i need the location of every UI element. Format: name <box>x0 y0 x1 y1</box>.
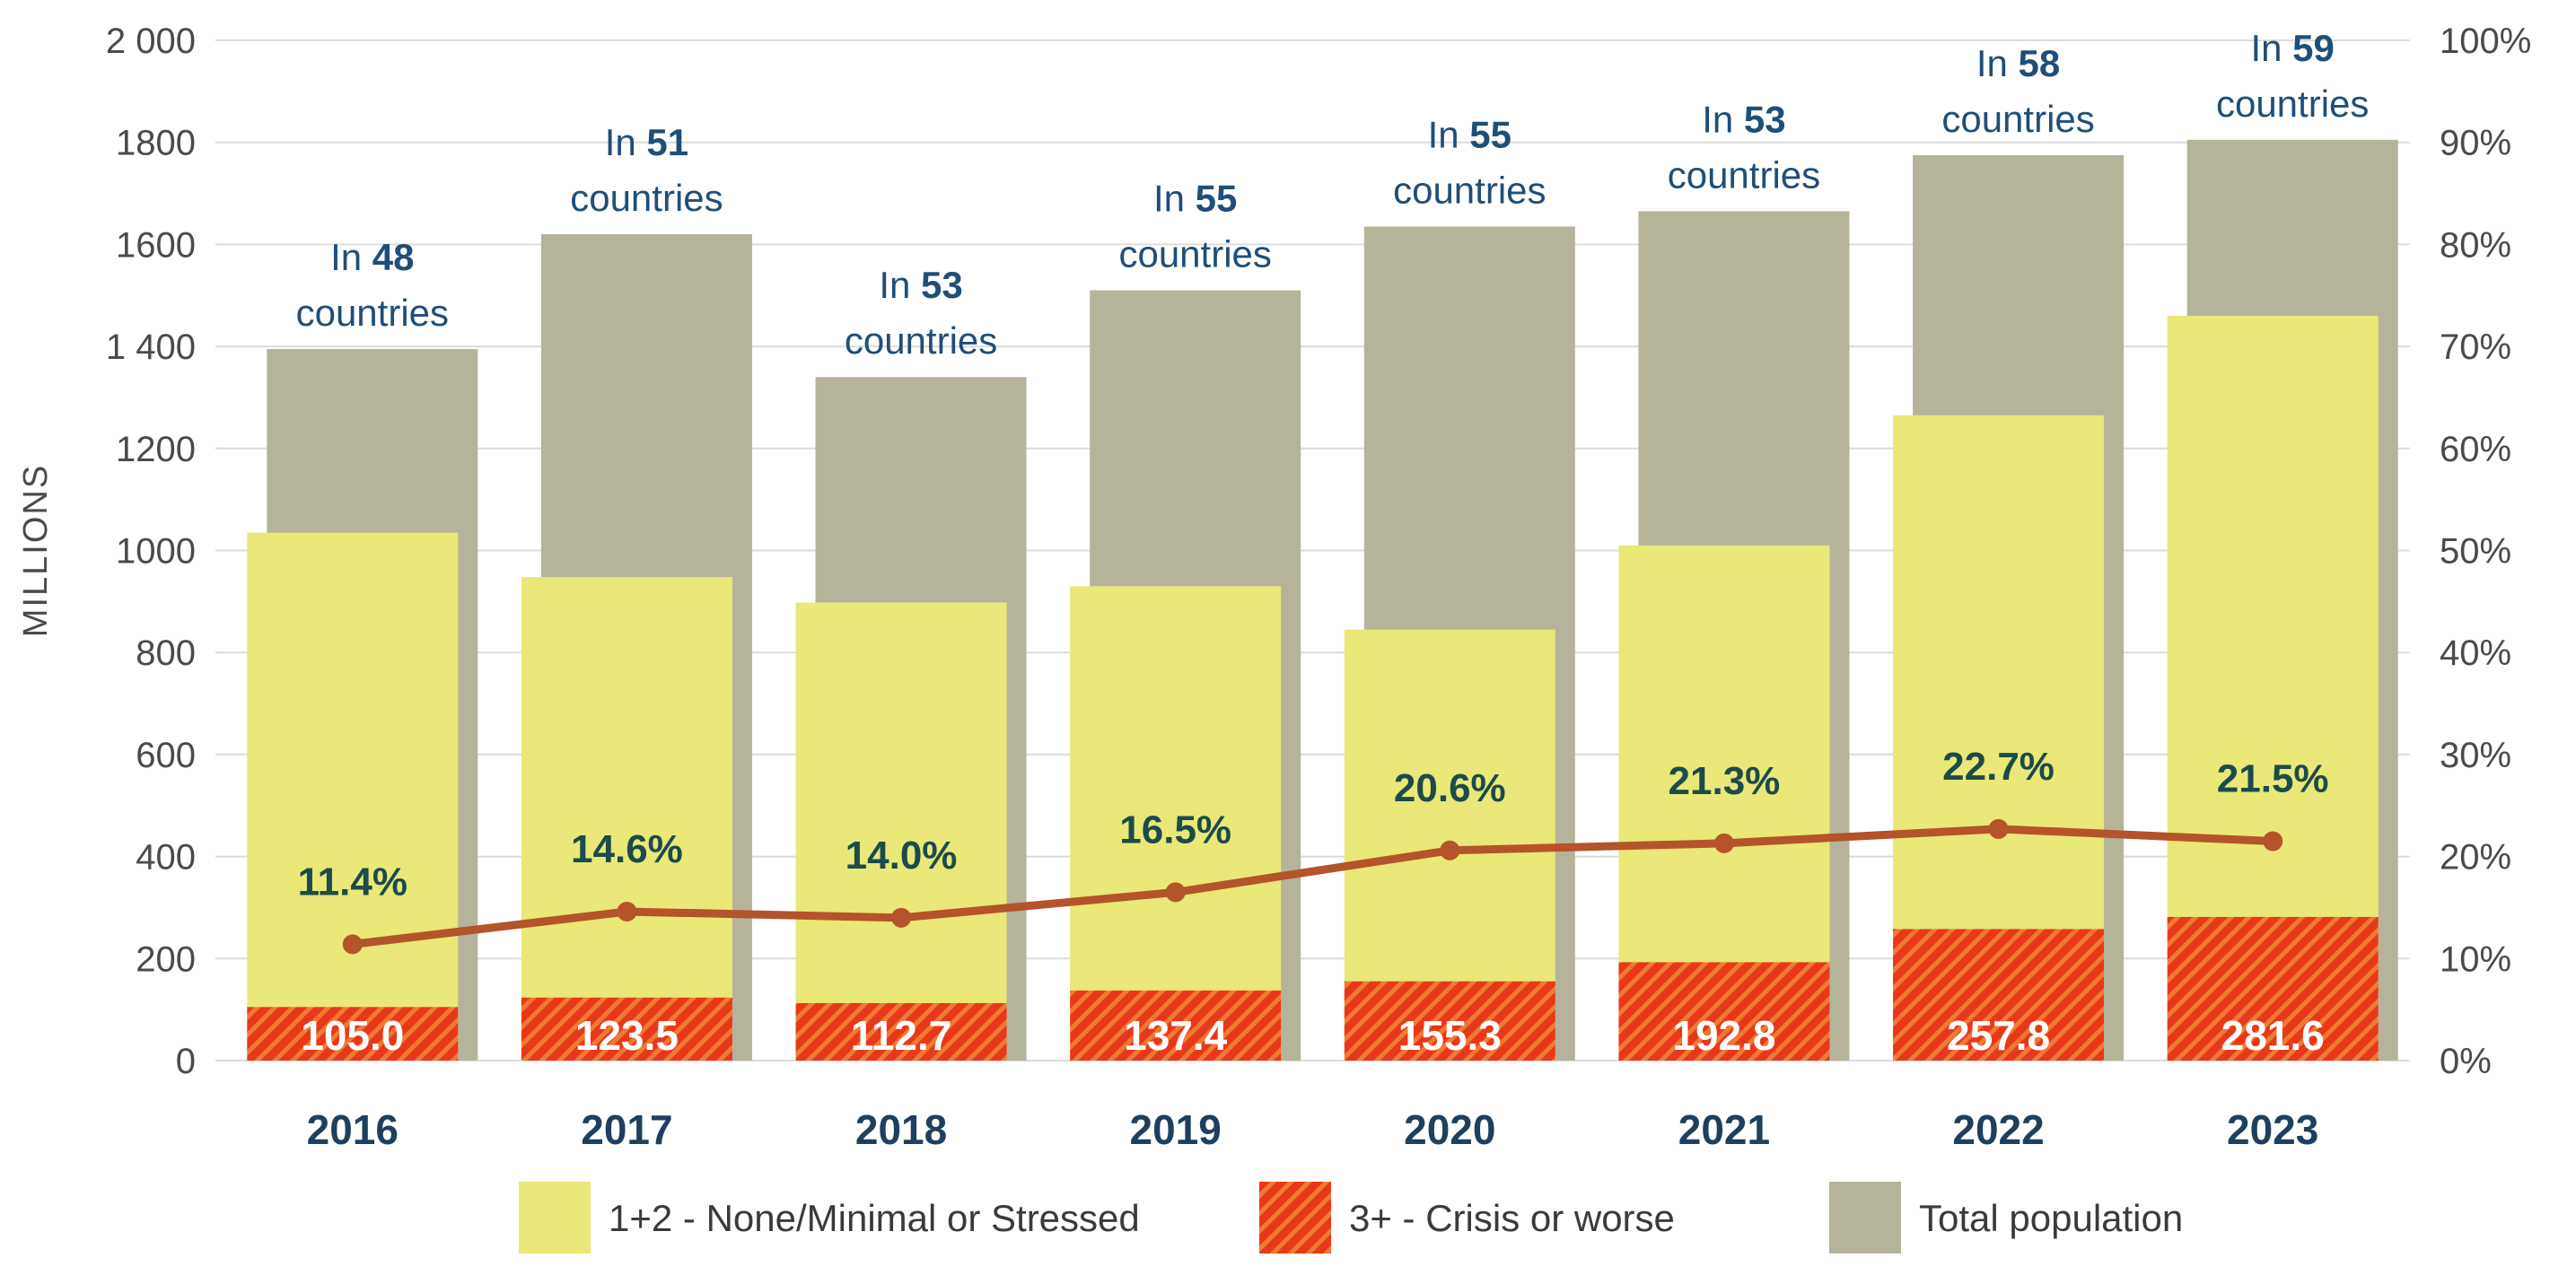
y2-tick-label: 0% <box>2440 1042 2492 1081</box>
y2-tick-label: 60% <box>2440 430 2511 469</box>
country-count-label: In 55 <box>1153 178 1237 220</box>
y2-tick-label: 30% <box>2440 736 2511 775</box>
share-line <box>352 825 2274 948</box>
crisis-value-label: 123.5 <box>575 1012 679 1059</box>
legend-label-total: Total population <box>1919 1197 2183 1239</box>
y-tick-label: 1000 <box>116 532 196 572</box>
data-labels: 105.0 2016 11.4% In 48 countries 123.5 2017 14.… <box>296 27 2370 1153</box>
y2-tick-label: 70% <box>2440 328 2511 367</box>
crisis-bar <box>2167 916 2379 1061</box>
share-value-label: 20.6% <box>1394 766 1506 810</box>
y-tick-label: 1 400 <box>106 328 196 367</box>
y-tick-label: 600 <box>136 736 196 775</box>
country-count-label: In 48 <box>330 236 414 278</box>
crisis-bar <box>1344 981 1555 1061</box>
legend: 1+2 - None/Minimal or Stressed 3+ - Crisi… <box>519 1182 2183 1253</box>
country-count-label: In 58 <box>1976 42 2060 84</box>
y-tick-label: 200 <box>136 939 196 979</box>
crisis-share-line <box>342 818 2283 955</box>
y-tick-label: 0 <box>176 1042 196 1081</box>
x-tick-label: 2016 <box>307 1106 399 1153</box>
x-tick-label: 2023 <box>2227 1106 2318 1153</box>
x-tick-label: 2022 <box>1952 1106 2044 1153</box>
country-suffix-label: countries <box>1668 153 1820 196</box>
legend-label-stressed: 1+2 - None/Minimal or Stressed <box>609 1197 1140 1239</box>
share-point <box>1988 818 2009 839</box>
share-value-label: 16.5% <box>1119 808 1231 852</box>
share-value-label: 22.7% <box>1942 745 2055 789</box>
y2-tick-label: 90% <box>2440 124 2511 163</box>
country-suffix-label: countries <box>1393 170 1546 212</box>
country-count-label: In 53 <box>1702 98 1785 140</box>
x-tick-label: 2019 <box>1130 1106 1222 1153</box>
y-tick-label: 1200 <box>116 430 196 469</box>
x-tick-label: 2020 <box>1404 1106 1495 1153</box>
stressed-bar <box>1070 586 1282 1061</box>
y-axis-title: MILLIONS <box>17 464 55 637</box>
legend-swatch-crisis <box>1259 1182 1331 1253</box>
share-value-label: 14.6% <box>571 827 683 871</box>
y-tick-label: 1800 <box>116 124 196 163</box>
legend-label-crisis: 3+ - Crisis or worse <box>1349 1197 1675 1239</box>
crisis-bar <box>1618 962 1830 1061</box>
y-tick-label: 1600 <box>116 225 196 265</box>
stressed-bar <box>521 577 732 1061</box>
country-count-label: In 51 <box>605 121 688 163</box>
crisis-value-label: 137.4 <box>1124 1012 1228 1059</box>
country-suffix-label: countries <box>296 292 449 334</box>
y2-tick-label: 80% <box>2440 225 2511 265</box>
crisis-value-label: 281.6 <box>2221 1012 2325 1059</box>
y2-tick-label: 40% <box>2440 633 2511 673</box>
y-tick-label: 400 <box>136 838 196 878</box>
x-tick-label: 2021 <box>1678 1106 1770 1153</box>
share-point <box>891 907 912 928</box>
legend-swatch-stressed <box>519 1182 591 1253</box>
x-tick-label: 2018 <box>855 1106 947 1153</box>
country-suffix-label: countries <box>1941 98 2094 140</box>
share-point <box>1440 840 1460 860</box>
share-value-label: 11.4% <box>298 860 407 904</box>
share-point <box>2263 831 2283 852</box>
share-point <box>617 901 637 922</box>
country-suffix-label: countries <box>2216 83 2369 125</box>
country-count-label: In 55 <box>1428 114 1511 156</box>
crisis-bar <box>1893 929 2105 1061</box>
share-point <box>1713 833 1734 853</box>
country-suffix-label: countries <box>1118 233 1271 275</box>
y-tick-label: 2 000 <box>106 22 196 61</box>
share-value-label: 14.0% <box>846 834 958 878</box>
y2-tick-label: 100% <box>2440 22 2531 61</box>
crisis-bar <box>1070 990 1282 1061</box>
y2-tick-label: 10% <box>2440 939 2511 979</box>
country-suffix-label: countries <box>570 177 723 219</box>
crisis-bar <box>521 997 732 1061</box>
stressed-bar <box>795 602 1007 1061</box>
y2-tick-label: 50% <box>2440 532 2511 572</box>
stressed-bar <box>247 532 459 1061</box>
country-suffix-label: countries <box>845 319 997 362</box>
crisis-bar <box>247 1007 459 1061</box>
y-tick-label: 800 <box>136 633 196 673</box>
share-point <box>1165 882 1186 903</box>
crisis-value-label: 105.0 <box>301 1012 404 1059</box>
crisis-value-label: 112.7 <box>851 1012 952 1059</box>
crisis-value-label: 192.8 <box>1672 1012 1775 1059</box>
x-tick-label: 2017 <box>581 1106 672 1153</box>
crisis-value-label: 257.8 <box>1947 1012 2050 1059</box>
axes: 2 000 100% 1800 90% 1600 80% 1 400 70% 1200 60% 10… <box>17 22 2531 1081</box>
y2-tick-label: 20% <box>2440 838 2511 878</box>
crisis-value-label: 155.3 <box>1398 1012 1502 1059</box>
country-count-label: In 59 <box>2250 27 2334 69</box>
legend-swatch-total <box>1829 1182 1901 1253</box>
share-point <box>342 934 363 955</box>
crisis-bar <box>795 1002 1007 1061</box>
country-count-label: In 53 <box>879 264 962 306</box>
share-value-label: 21.3% <box>1669 759 1781 803</box>
share-value-label: 21.5% <box>2217 757 2329 801</box>
